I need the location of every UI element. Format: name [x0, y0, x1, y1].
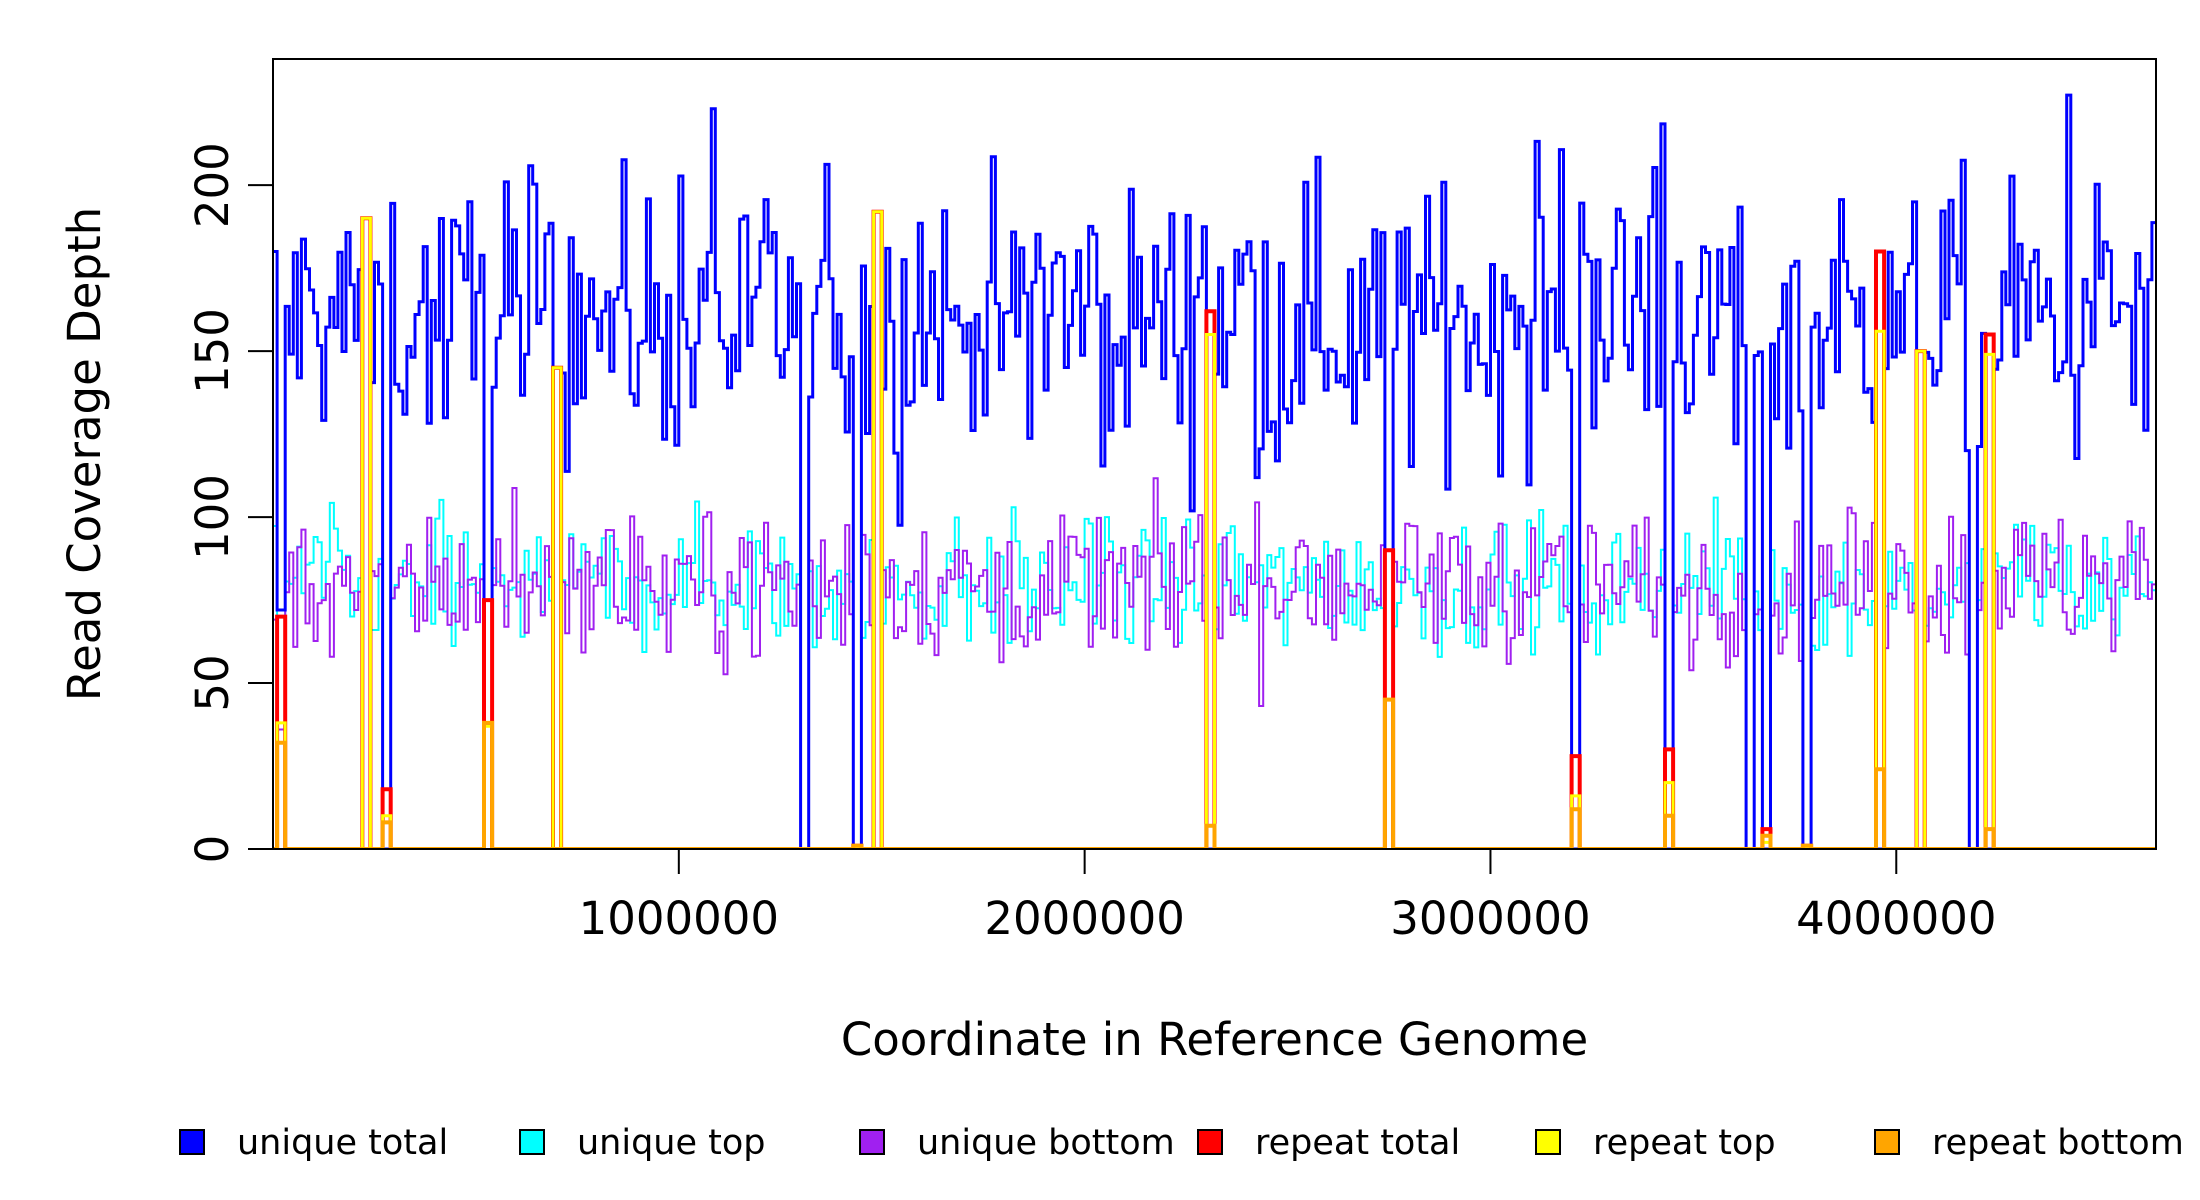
- legend-swatch: [859, 1129, 885, 1155]
- legend-item-repeat-bottom: repeat bottom: [1874, 1123, 2184, 1163]
- legend-item-unique-bottom: unique bottom: [859, 1123, 1175, 1163]
- legend-label: unique bottom: [917, 1123, 1175, 1163]
- series-line-repeat-top: [273, 210, 2156, 849]
- y-axis-title: Read Coverage Depth: [58, 207, 111, 701]
- y-axis: 0 50 100 150 200: [186, 142, 274, 864]
- legend-label: unique total: [237, 1123, 448, 1163]
- x-tick-label: 4000000: [1796, 892, 1996, 945]
- x-axis-title: Coordinate in Reference Genome: [841, 1013, 1588, 1066]
- y-tick-label: 50: [186, 654, 239, 711]
- x-tick-label: 1000000: [579, 892, 779, 945]
- legend-swatch: [1874, 1129, 1900, 1155]
- legend: unique total unique top unique bottom repea…: [179, 1123, 2184, 1163]
- x-axis: 1000000 2000000 3000000 4000000: [579, 848, 1996, 945]
- y-tick-label: 0: [186, 835, 239, 864]
- legend-item-repeat-top: repeat top: [1535, 1123, 1776, 1163]
- legend-label: repeat top: [1593, 1123, 1776, 1163]
- series-layer: [273, 93, 2156, 849]
- legend-swatch: [1535, 1129, 1561, 1155]
- legend-item-unique-total: unique total: [179, 1123, 448, 1163]
- legend-swatch: [519, 1129, 545, 1155]
- x-tick-label: 3000000: [1390, 892, 1590, 945]
- legend-label: repeat total: [1255, 1123, 1460, 1163]
- y-tick-label: 100: [186, 474, 239, 560]
- legend-item-unique-top: unique top: [519, 1123, 766, 1163]
- legend-swatch: [1197, 1129, 1223, 1155]
- legend-item-repeat-total: repeat total: [1197, 1123, 1460, 1163]
- legend-label: repeat bottom: [1932, 1123, 2184, 1163]
- y-tick-label: 200: [186, 142, 239, 228]
- series-line-unique-bottom: [273, 477, 2156, 849]
- x-tick-label: 2000000: [984, 892, 1184, 945]
- y-tick-label: 150: [186, 308, 239, 394]
- series-line-unique-total: [273, 93, 2156, 849]
- legend-swatch: [179, 1129, 205, 1155]
- legend-label: unique top: [577, 1123, 766, 1163]
